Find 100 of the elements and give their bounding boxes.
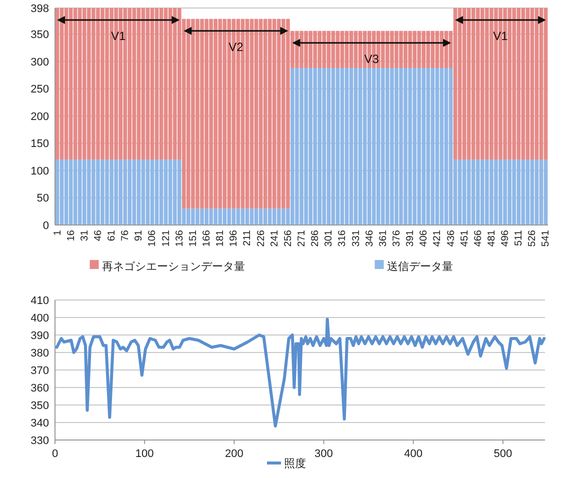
x-tick-label: 286 — [310, 230, 322, 247]
x-tick-label: 541 — [540, 230, 552, 247]
annotation: V3 — [364, 52, 380, 66]
x-tick-label: 466 — [472, 230, 484, 247]
bar — [448, 68, 453, 225]
bar — [141, 8, 146, 160]
y-tick-label: 400 — [30, 312, 49, 324]
x-tick-label: 361 — [378, 230, 389, 247]
bar — [435, 68, 440, 225]
y-tick-label: 200 — [30, 110, 49, 123]
legend-label: 再ネゴシエーションデータ量 — [102, 261, 245, 273]
x-tick-label: 226 — [256, 230, 267, 247]
bar — [150, 160, 154, 225]
x-tick-label: 526 — [527, 230, 538, 247]
y-tick-label: 0 — [42, 220, 49, 232]
x-tick-label: 451 — [459, 230, 470, 247]
bar — [146, 8, 150, 160]
bar — [440, 68, 444, 225]
y-tick-label: 410 — [30, 295, 49, 307]
x-tick-label: 256 — [282, 230, 294, 247]
y-tick-label: 370 — [30, 365, 49, 377]
x-tick-label: 181 — [215, 230, 226, 247]
bar — [344, 68, 349, 225]
bar — [358, 68, 362, 225]
bar — [539, 160, 544, 225]
x-tick-label: 300 — [314, 448, 333, 460]
annotation: V1 — [493, 29, 508, 43]
legend-label: 送信データ量 — [386, 261, 453, 273]
x-tick-label: 271 — [296, 230, 308, 247]
y-tick-label: 100 — [30, 165, 49, 178]
x-tick-label: 196 — [228, 230, 240, 247]
y-tick-label: 340 — [30, 418, 49, 430]
x-tick-label: 400 — [404, 448, 422, 460]
y-tick-label: 300 — [30, 56, 49, 68]
bar — [544, 160, 548, 225]
x-tick-label: 421 — [432, 230, 444, 247]
bar — [250, 208, 254, 225]
y-tick-label: 330 — [30, 435, 49, 447]
bar — [534, 160, 539, 225]
bar — [444, 68, 448, 225]
bar — [159, 8, 164, 160]
y-tick-label: 390 — [30, 330, 49, 342]
x-tick-label: 511 — [514, 230, 525, 246]
x-tick-label: 166 — [202, 230, 213, 247]
bar — [154, 8, 159, 160]
x-tick-label: 406 — [418, 230, 430, 247]
bar — [164, 160, 168, 225]
bar — [245, 18, 250, 209]
bar — [60, 160, 64, 225]
x-tick-label: 496 — [500, 230, 512, 247]
legend-label: 照度 — [284, 457, 306, 470]
bar — [154, 160, 159, 225]
bar — [258, 18, 263, 209]
y-tick-label: 150 — [30, 138, 49, 150]
annotation: V2 — [228, 40, 244, 54]
y-tick-label: 380 — [30, 348, 49, 360]
x-tick-label: 211 — [242, 230, 254, 246]
bar — [164, 8, 168, 160]
x-tick-label: 200 — [224, 448, 244, 460]
bar — [354, 68, 358, 225]
x-tick-label: 241 — [269, 230, 280, 247]
bar — [64, 160, 68, 225]
x-tick-label: 16 — [66, 230, 77, 242]
x-tick-label: 76 — [120, 230, 132, 242]
bar — [349, 68, 354, 225]
y-tick-label: 350 — [30, 400, 49, 412]
x-tick-label: 46 — [92, 230, 104, 242]
bar — [254, 208, 258, 225]
x-tick-label: 391 — [405, 230, 416, 247]
bar — [250, 18, 254, 209]
bar — [64, 8, 68, 160]
x-tick-label: 481 — [486, 230, 498, 247]
bar — [141, 160, 146, 225]
y-tick-label: 250 — [30, 84, 49, 96]
x-tick-label: 436 — [446, 230, 457, 247]
x-tick-label: 301 — [324, 230, 335, 247]
x-tick-label: 31 — [79, 230, 90, 242]
x-tick-label: 91 — [134, 230, 145, 242]
line-series — [55, 318, 546, 428]
bar — [258, 208, 263, 225]
bar — [534, 8, 539, 160]
bar — [340, 68, 344, 225]
x-tick-label: 106 — [147, 230, 158, 247]
x-tick-label: 331 — [350, 230, 362, 247]
x-tick-label: 376 — [391, 230, 402, 247]
y-tick-label: 350 — [30, 29, 49, 42]
y-tick-label: 50 — [36, 192, 49, 205]
bar — [245, 208, 250, 225]
x-tick-label: 121 — [160, 230, 172, 247]
x-tick-label: 136 — [174, 230, 186, 247]
x-tick-label: 100 — [135, 448, 154, 460]
annotation: V1 — [110, 29, 126, 43]
bar — [146, 160, 150, 225]
x-tick-label: 346 — [364, 230, 376, 247]
bar — [240, 208, 245, 225]
bar — [458, 160, 462, 225]
bar — [55, 160, 60, 225]
x-tick-label: 500 — [494, 448, 512, 460]
x-tick-label: 151 — [188, 230, 199, 247]
x-tick-label: 0 — [52, 448, 58, 460]
